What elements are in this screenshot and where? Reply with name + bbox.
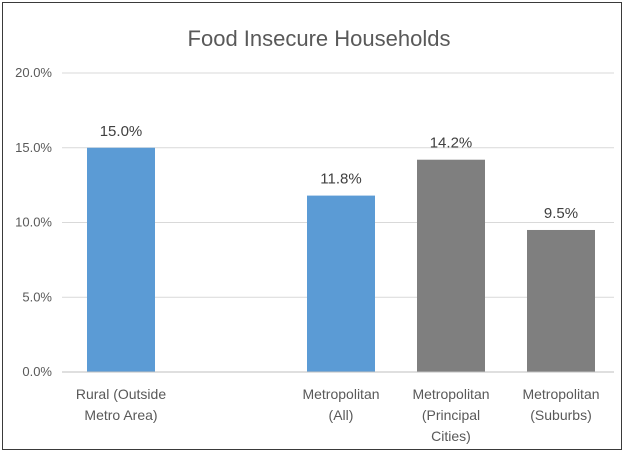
category-label: (All) — [329, 407, 354, 423]
bar — [307, 195, 375, 372]
bars — [87, 147, 595, 372]
y-tick-label: 5.0% — [22, 289, 52, 304]
bar — [87, 147, 155, 372]
bar — [527, 229, 595, 372]
category-label: Metropolitan — [412, 386, 489, 402]
data-labels: 15.0% 11.8% 14.2% 9.5% — [100, 123, 578, 222]
category-label: (Principal — [422, 407, 480, 423]
y-tick-label: 10.0% — [15, 215, 52, 230]
data-label: 14.2% — [430, 135, 473, 152]
data-label: 9.5% — [544, 205, 578, 222]
category-labels: Rural (Outside Metro Area) Metropolitan (Al… — [76, 386, 600, 444]
category-label: Metropolitan — [522, 386, 599, 402]
data-label: 15.0% — [100, 123, 143, 140]
y-tick-label: 0.0% — [22, 364, 52, 379]
y-axis-ticks: 0.0% 5.0% 10.0% 15.0% 20.0% — [15, 65, 52, 379]
bar — [417, 159, 485, 372]
category-label: Cities) — [431, 428, 471, 444]
category-label: Metropolitan — [302, 386, 379, 402]
category-label: Rural (Outside — [76, 386, 166, 402]
category-label: Metro Area) — [84, 407, 157, 423]
data-label: 11.8% — [320, 171, 361, 188]
category-label: (Suburbs) — [530, 407, 591, 423]
chart-title: Food Insecure Households — [188, 26, 451, 51]
y-tick-label: 15.0% — [15, 140, 52, 155]
y-tick-label: 20.0% — [15, 65, 52, 80]
